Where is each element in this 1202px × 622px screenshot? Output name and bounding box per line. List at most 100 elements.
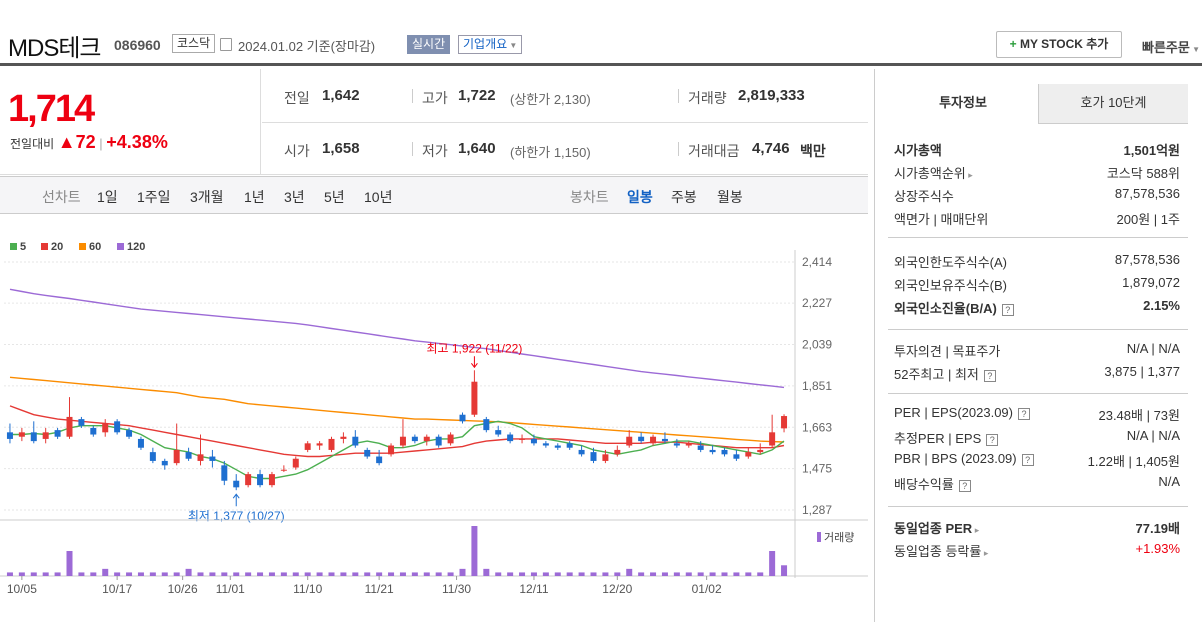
legend-label: 120 [127,241,145,253]
candle-body [745,452,752,457]
legend-label: 60 [89,241,101,253]
volume-bar [340,572,347,576]
info-value: 23.48배 | 73원 [1098,408,1180,423]
stock-chart[interactable]: 5 20 60 120 2,414 2,227 2,039 1,851 1,663 1,475 1,… [0,230,868,622]
tab-1day[interactable]: 1일 [97,189,118,205]
candle-body [459,414,466,422]
volume-bar [304,572,311,576]
open-value: 1,658 [322,140,360,157]
realtime-button[interactable]: 실시간 [407,35,451,54]
legend-swatch [10,243,17,250]
tab-order-book[interactable]: 호가 10단계 [1038,84,1188,124]
volume-bar [280,572,287,576]
info-value: 1,879,072 [1122,275,1180,290]
add-mystock-button[interactable]: + MY STOCK 추가 [996,31,1122,58]
quick-order-button[interactable]: 빠른주문 ▼ [1142,40,1200,55]
info-value: 200원 | 1주 [1116,212,1180,227]
tab-3month[interactable]: 3개월 [190,189,224,205]
volume-bar [328,572,335,576]
candle-body [435,436,442,446]
candle-body [495,430,502,435]
market-badge: 코스닥 [172,34,216,53]
y-tick-label: 1,851 [802,379,832,393]
y-tick-label: 1,663 [802,420,832,434]
candle-body [471,381,478,415]
arrow-right-icon: ▸ [981,548,989,558]
tab-monthly[interactable]: 월봉 [717,189,743,205]
candle-body [268,474,275,486]
volume-bar [542,572,549,576]
volume-bar [661,572,668,576]
tab-daily[interactable]: 일봉 [627,189,653,205]
candle-body [578,449,585,455]
candle-body [388,445,395,455]
volume-bar [435,572,442,576]
y-tick-label: 1,287 [802,503,832,517]
volume-bar [471,526,478,576]
tab-invest-info[interactable]: 투자정보 [888,84,1038,124]
volume-bar [6,572,13,576]
volume-value: 2,819,333 [738,87,805,104]
info-label: 동일업종 등락률 ▸ [894,544,989,559]
help-icon[interactable]: ? [1001,303,1014,316]
volume-bar [685,572,692,576]
tab-10year[interactable]: 10년 [364,189,393,205]
tab-3year[interactable]: 3년 [284,189,305,205]
legend-swatch [41,243,48,250]
volume-bar [114,572,121,576]
company-overview-button[interactable]: 기업개요 ▼ [458,35,523,54]
divider [412,89,413,103]
volume-bar [399,572,406,576]
tab-1year[interactable]: 1년 [244,189,265,205]
volume-bar [626,568,633,576]
candle-body [566,443,573,448]
info-label: 52주최고 | 최저? [894,364,996,383]
volume-bar [709,572,716,576]
candle-body [340,436,347,439]
help-icon[interactable]: ? [986,433,999,446]
y-tick-label: 2,227 [802,296,832,310]
candle-body [78,419,85,426]
tab-1week[interactable]: 1주일 [137,189,171,205]
volume-bar [745,572,752,576]
info-value: 87,578,536 [1114,186,1180,201]
help-icon[interactable]: ? [983,369,996,382]
candle-body [590,452,597,461]
prev-close-label: 전일 [284,90,310,106]
tab-5year[interactable]: 5년 [324,189,345,205]
candle-body [411,436,418,442]
volume-bar [423,572,430,576]
volume-bar [197,572,204,576]
volume-bar [614,572,621,576]
volume-bar [578,572,585,576]
section-divider [888,329,1188,330]
candle-body [54,430,61,437]
divider [262,122,868,123]
divider [678,142,679,156]
x-tick-label: 11/21 [365,582,394,596]
candle-body [709,449,716,453]
help-icon[interactable]: ? [1021,453,1034,466]
high-value: 1,722 [458,87,496,104]
info-label: 액면가 | 매매단위 [894,212,989,227]
candle-body [721,449,728,455]
volume-bar [519,572,526,576]
help-icon[interactable]: ? [1018,407,1030,420]
ma-line-60 [9,376,785,443]
x-tick-label: 12/20 [602,582,632,596]
volume-bar [66,551,73,576]
help-icon[interactable]: ? [958,479,971,492]
price-change: 전일대비 ▲72 | +4.38% [10,132,168,152]
tab-weekly[interactable]: 주봉 [671,189,697,205]
volume-bar [42,572,49,576]
high-annotation: 최고 1,922 (11/22) [426,341,522,355]
volume-bar [495,572,502,576]
candle-body [423,436,430,442]
info-label: 상장주식수 [894,189,954,204]
info-value: 1.22배 | 1,405원 [1087,454,1180,469]
volume-bar [90,572,97,576]
volume-bar [364,572,371,576]
info-label: 동일업종 PER ▸ [894,521,980,536]
x-tick-label: 12/11 [519,582,548,596]
info-value: 2.15% [1143,298,1180,313]
